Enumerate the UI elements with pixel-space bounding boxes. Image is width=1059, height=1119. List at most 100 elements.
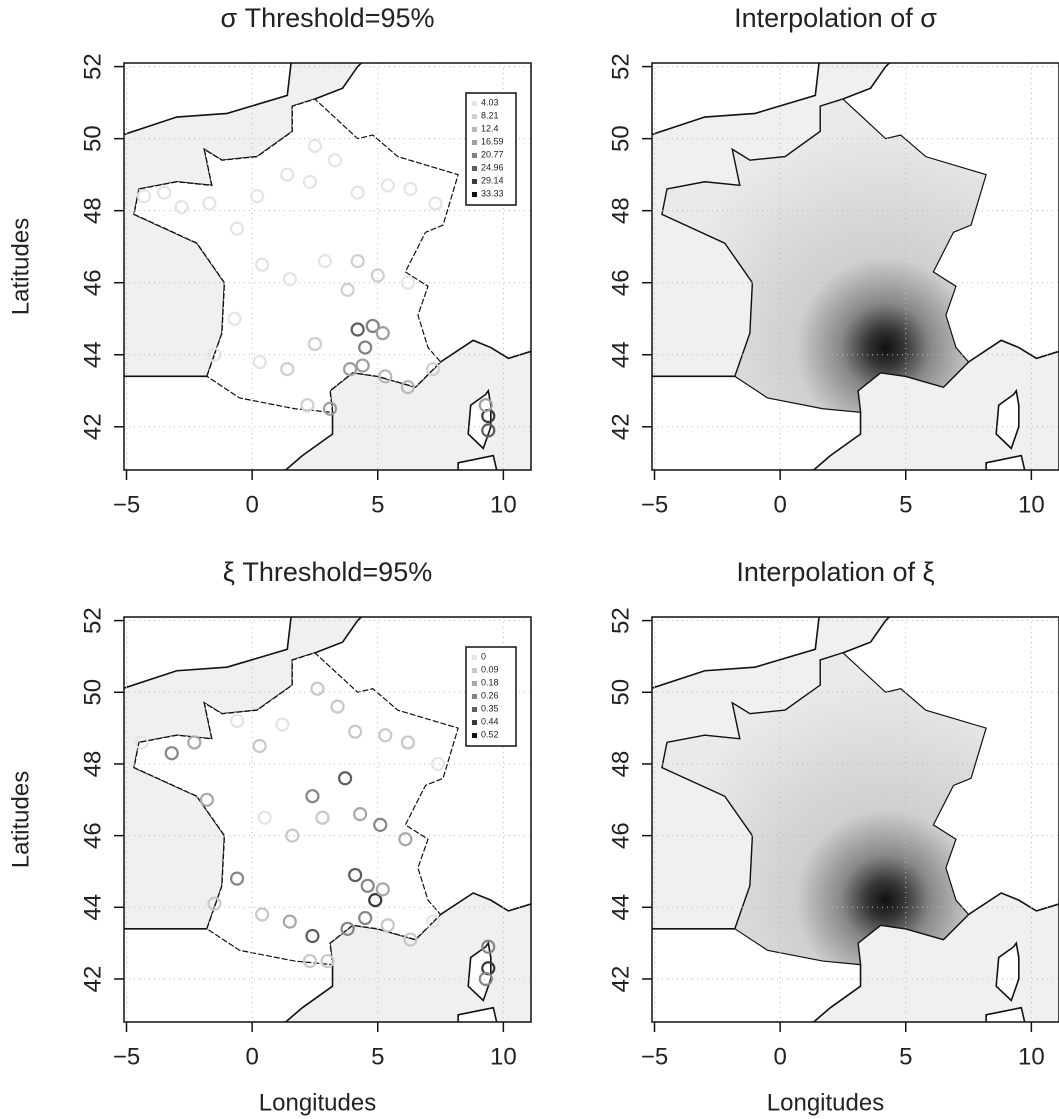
station — [350, 185, 365, 200]
station — [425, 362, 441, 377]
land — [652, 617, 820, 689]
station — [481, 939, 496, 954]
legend-swatch — [472, 655, 477, 660]
x-tick-label: −5 — [113, 491, 140, 518]
station — [368, 893, 383, 908]
legend-swatch — [472, 681, 477, 686]
legend-swatch — [472, 733, 477, 738]
station — [481, 423, 496, 438]
station — [428, 196, 443, 211]
legend-swatch — [472, 114, 477, 119]
station — [350, 253, 365, 269]
plot-frame — [651, 62, 1059, 471]
legend-label: 20.77 — [481, 149, 504, 159]
legend-label: 0.52 — [481, 729, 499, 739]
station — [229, 221, 245, 236]
legend-box — [465, 92, 517, 206]
station — [478, 398, 493, 413]
panel-title: Interpolation of σ — [734, 3, 937, 33]
y-tick-label: 46 — [79, 822, 106, 849]
plot-frame — [651, 616, 1059, 1023]
y-tick-label: 46 — [607, 822, 634, 849]
legend-label: 33.33 — [481, 188, 504, 198]
y-tick-label: 50 — [79, 679, 106, 706]
station — [353, 807, 368, 822]
map-panel — [124, 617, 531, 1022]
legend-swatch — [472, 668, 477, 673]
x-tick-label: 5 — [371, 1043, 384, 1070]
station — [340, 282, 355, 298]
y-tick-label: 48 — [607, 751, 634, 778]
legend-label: 0.18 — [481, 677, 499, 687]
legend-swatch — [472, 140, 477, 145]
panel-title: Interpolation of ξ — [736, 557, 934, 587]
station — [280, 167, 295, 182]
station — [302, 953, 318, 969]
station — [285, 828, 300, 843]
station — [358, 340, 373, 355]
y-tick-label: 52 — [79, 607, 106, 634]
station — [380, 918, 395, 933]
interpolated-field — [661, 98, 987, 414]
y-tick-label: 46 — [79, 269, 106, 296]
station — [302, 174, 318, 189]
station — [187, 735, 202, 750]
legend-swatch — [472, 192, 477, 197]
x-tick-label: −5 — [641, 1043, 668, 1070]
station — [199, 792, 215, 807]
station — [355, 358, 370, 373]
x-tick-label: 5 — [899, 1043, 912, 1070]
x-tick-label: 5 — [899, 491, 912, 518]
station — [425, 914, 441, 929]
y-tick-label: 52 — [79, 53, 106, 80]
station — [340, 921, 355, 936]
legend-label: 29.14 — [481, 175, 504, 185]
station — [375, 882, 390, 897]
station — [320, 953, 335, 969]
y-tick-label: 50 — [607, 125, 634, 152]
station — [310, 681, 325, 696]
station — [348, 724, 363, 739]
station — [317, 253, 333, 269]
x-tick-label: 0 — [773, 491, 786, 518]
land — [124, 617, 292, 689]
legend-swatch — [472, 694, 477, 699]
station — [255, 907, 270, 922]
station — [305, 928, 320, 944]
station — [255, 257, 270, 272]
station — [282, 914, 297, 929]
station — [350, 322, 365, 337]
x-tick-label: 10 — [490, 1043, 517, 1070]
station — [322, 401, 338, 416]
land — [985, 1006, 1026, 1022]
map-panel — [652, 63, 1059, 470]
station — [378, 369, 393, 384]
legend-swatch — [472, 720, 477, 725]
y-tick-label: 44 — [607, 341, 634, 368]
y-axis-label: Latitudes — [7, 218, 34, 315]
station — [257, 810, 272, 825]
x-tick-label: 5 — [371, 491, 384, 518]
y-tick-label: 42 — [79, 966, 106, 993]
station — [250, 189, 265, 204]
x-tick-label: 0 — [245, 1043, 258, 1070]
x-axis-label: Longitudes — [767, 1089, 884, 1116]
legend-label: 0.44 — [481, 716, 499, 726]
land — [457, 454, 498, 470]
station — [229, 871, 245, 886]
legend-swatch — [472, 707, 477, 712]
station — [307, 138, 323, 153]
y-tick-label: 52 — [607, 607, 634, 634]
station — [378, 728, 393, 743]
station — [252, 354, 267, 370]
y-tick-label: 48 — [79, 751, 106, 778]
station — [380, 178, 395, 193]
station — [280, 362, 295, 377]
y-tick-label: 48 — [79, 197, 106, 224]
station — [403, 932, 418, 947]
legend-label: 8.21 — [481, 110, 499, 120]
plot-frame — [123, 616, 532, 1023]
y-tick-label: 44 — [79, 894, 106, 921]
legend-swatch — [472, 101, 477, 106]
station — [403, 181, 418, 197]
